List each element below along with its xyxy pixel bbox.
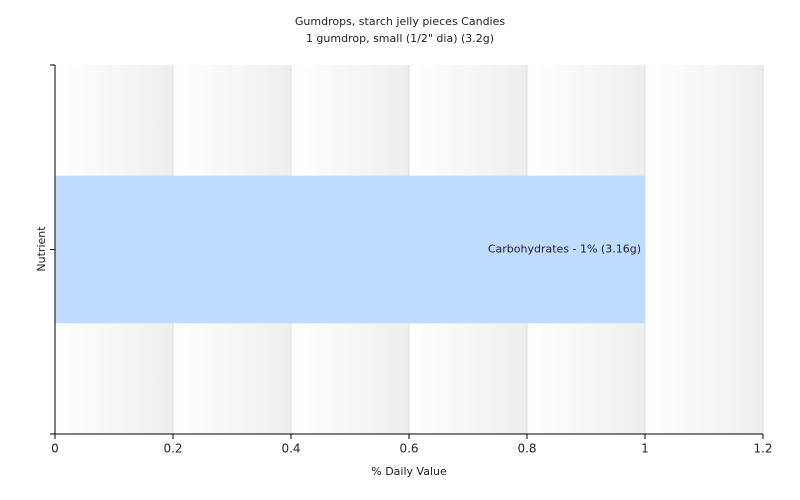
x-tick-label: 1.2 [753,442,772,456]
data-label: Carbohydrates - 1% (3.16g) [488,243,641,256]
x-tick-label: 0.2 [163,442,182,456]
plot-band [645,65,763,434]
x-tick-label: 1 [641,442,649,456]
x-tick-label: 0.6 [399,442,418,456]
bar [55,175,645,324]
marks: Carbohydrates - 1% (3.16g) [55,175,645,324]
chart-title: Gumdrops, starch jelly pieces Candies [295,15,505,28]
x-axis-label: % Daily Value [371,465,447,478]
x-tick-label: 0.8 [517,442,536,456]
x-tick-label: 0 [51,442,59,456]
chart-subtitle: 1 gumdrop, small (1/2" dia) (3.2g) [306,32,494,45]
x-tick-label: 0.4 [281,442,300,456]
y-axis-label: Nutrient [35,226,48,272]
